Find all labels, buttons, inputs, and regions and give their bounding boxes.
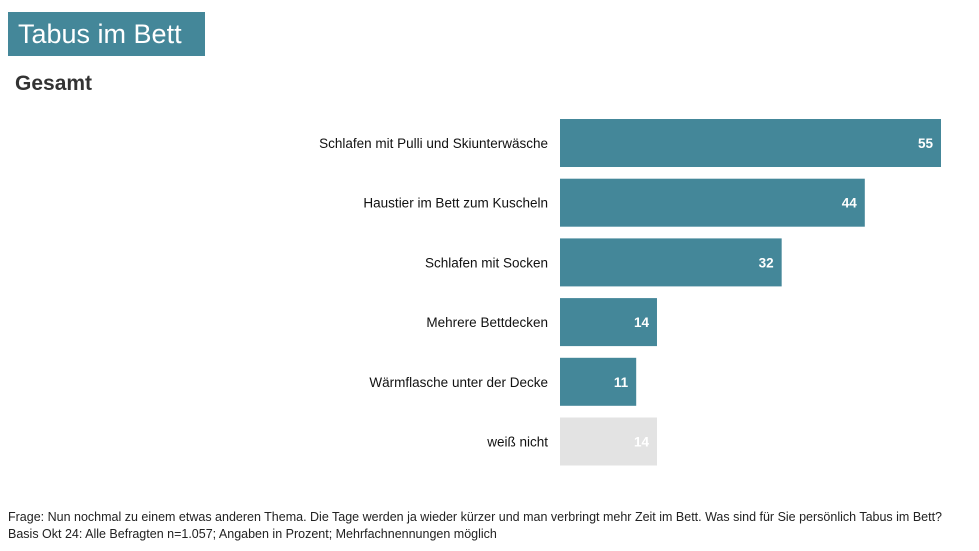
value-label: 11 <box>614 375 629 390</box>
footnote-basis: Basis Okt 24: Alle Befragten n=1.057; An… <box>8 527 497 541</box>
bar <box>560 417 657 466</box>
category-label: Wärmflasche unter der Decke <box>369 375 548 390</box>
bar-chart: Schlafen mit Pulli und Skiunterwäsche 55 H… <box>319 119 941 466</box>
value-label: 55 <box>918 136 934 151</box>
bar <box>560 298 657 347</box>
value-label: 32 <box>759 255 774 270</box>
bar <box>560 178 865 227</box>
category-label: Haustier im Bett zum Kuscheln <box>363 196 548 211</box>
value-label: 14 <box>634 315 650 330</box>
category-label: Schlafen mit Socken <box>425 255 548 270</box>
category-label: Schlafen mit Pulli und Skiunterwäsche <box>319 136 548 151</box>
bar <box>560 119 941 167</box>
footnote-question: Frage: Nun nochmal zu einem etwas andere… <box>8 510 943 524</box>
bar <box>560 238 782 287</box>
bar <box>560 357 637 406</box>
value-label: 44 <box>842 196 858 211</box>
chart-title: Tabus im Bett <box>8 12 205 56</box>
category-label: Mehrere Bettdecken <box>426 315 548 330</box>
value-label: 14 <box>634 435 650 450</box>
chart-subtitle: Gesamt <box>15 72 93 95</box>
category-label: weiß nicht <box>486 435 548 450</box>
